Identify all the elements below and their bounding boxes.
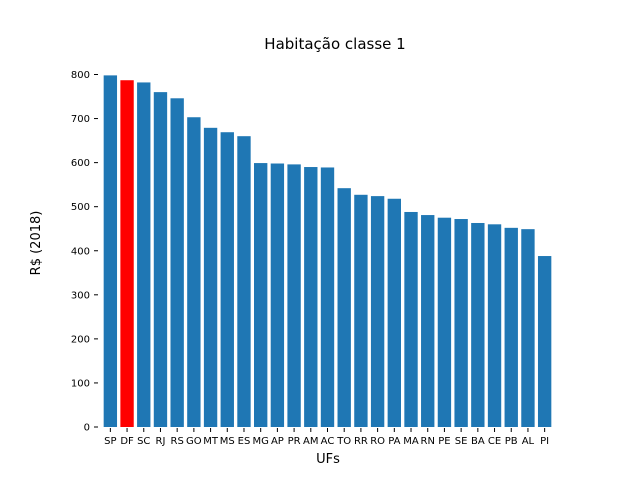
bar-ac <box>320 167 335 428</box>
y-tick-label: 600 <box>71 158 90 169</box>
x-tick-label: RR <box>354 436 368 447</box>
bar-ro <box>370 196 385 427</box>
bar-mt <box>203 127 218 428</box>
x-tick-label: PB <box>505 436 518 447</box>
x-tick-label: RS <box>171 436 184 447</box>
x-tick-label: ES <box>238 436 251 447</box>
x-tick-label: SP <box>104 436 116 447</box>
bar-am <box>304 167 318 427</box>
bar-sc <box>137 82 151 428</box>
bar-pb <box>504 227 518 427</box>
y-tick-label: 100 <box>71 378 90 389</box>
bar-al <box>521 229 535 427</box>
y-tick-label: 200 <box>71 334 90 345</box>
x-tick-label: PE <box>438 436 450 447</box>
x-tick-label: PR <box>288 436 301 447</box>
bar-df <box>120 80 134 428</box>
bar-rr <box>354 194 368 427</box>
bar-ce <box>487 224 502 427</box>
x-tick-label: DF <box>120 436 134 447</box>
x-tick-label: AP <box>271 436 284 447</box>
x-tick-label: MG <box>252 436 268 447</box>
x-tick-label: SE <box>455 436 468 447</box>
x-tick-label: RJ <box>156 436 166 447</box>
x-tick-label: GO <box>186 436 202 447</box>
x-tick-label: AL <box>522 436 535 447</box>
x-tick-label: SC <box>137 436 150 447</box>
bar-pa <box>387 198 401 427</box>
y-tick-label: 400 <box>71 246 90 257</box>
x-tick-label: RO <box>370 436 385 447</box>
bar-pr <box>287 164 301 427</box>
x-tick-label: CE <box>488 436 501 447</box>
y-axis-label: R$ (2018) <box>29 211 44 276</box>
bar-ma <box>404 211 418 427</box>
x-axis-label: UFs <box>316 452 340 467</box>
y-tick-label: 700 <box>71 114 90 125</box>
x-tick-label: TO <box>336 436 351 447</box>
bar-to <box>337 188 351 427</box>
x-tick-label: PI <box>540 436 549 447</box>
bar-mg <box>254 163 268 428</box>
y-tick-label: 300 <box>71 290 90 301</box>
chart-title: Habitação classe 1 <box>264 35 405 53</box>
x-tick-label: RN <box>421 436 435 447</box>
x-tick-label: AM <box>303 436 318 447</box>
bar-ap <box>270 163 285 427</box>
bar-se <box>454 219 468 427</box>
y-tick-label: 0 <box>84 423 90 434</box>
x-tick-label: BA <box>471 436 485 447</box>
bar-rn <box>421 215 435 427</box>
bars-group <box>103 75 552 428</box>
bar-sp <box>103 75 118 427</box>
bar-es <box>237 136 251 427</box>
x-tick-label: PA <box>388 436 400 447</box>
bar-ms <box>220 132 234 428</box>
x-tick-label: MA <box>403 436 419 447</box>
x-tick-label: AC <box>321 436 335 447</box>
y-tick-label: 800 <box>71 70 90 81</box>
bar-go <box>187 117 201 427</box>
bar-pi <box>537 256 552 427</box>
bar-rj <box>153 92 168 427</box>
bar-ba <box>471 222 485 427</box>
bar-rs <box>170 98 184 427</box>
x-axis-ticks: SP DF SC RJ RS GO MT MS ES MG AP PR AM AC TO RR RO PA MA RN… <box>104 428 549 447</box>
x-tick-label: MS <box>220 436 235 447</box>
y-axis-ticks: 0 100 200 300 400 500 600 700 800 <box>71 70 98 434</box>
y-tick-label: 500 <box>71 202 90 213</box>
x-tick-label: MT <box>203 436 219 447</box>
bar-pe <box>437 217 452 427</box>
